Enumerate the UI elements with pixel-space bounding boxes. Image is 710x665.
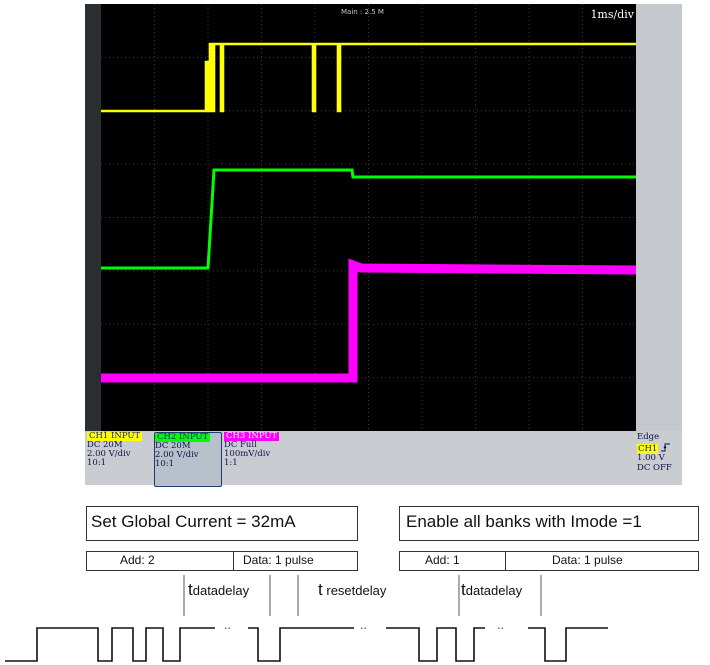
timing-waveform — [5, 627, 608, 662]
command-1-divider — [233, 551, 234, 570]
timing-label-datadelay-1: tdatadelay — [188, 580, 250, 599]
command-box-2 — [399, 506, 699, 541]
ch3-trace — [101, 258, 636, 383]
ellipsis-3: ·· — [497, 622, 504, 635]
acquisition-header: Main : 2.5 M — [341, 8, 384, 16]
ellipsis-2: ·· — [360, 622, 367, 635]
timing-label-resetdelay: t resetdelay — [318, 580, 387, 599]
command-2-data: Data: 1 pulse — [552, 553, 623, 567]
ch3-probe: 1:1 — [224, 458, 238, 468]
trigger-level: 1.00 V — [637, 453, 665, 463]
timing-label-datadelay-2: tdatadelay — [461, 580, 523, 599]
ch1-trace — [101, 42, 636, 113]
command-1-fields — [86, 551, 358, 571]
command-1-data: Data: 1 pulse — [243, 553, 314, 567]
trigger-coupling: DC OFF — [637, 462, 672, 473]
ellipsis-1: ·· — [224, 622, 231, 635]
timing-diagram: ·· ·· ·· — [5, 575, 608, 662]
left-marker-bar — [85, 4, 101, 431]
ch1-info[interactable]: CH1 INPUT DC 20M 2.00 V/div 10:1 — [87, 432, 153, 485]
rising-edge-icon — [661, 443, 671, 451]
trigger-mode: Edge — [637, 432, 660, 442]
ch2-info[interactable]: CH2 INPUT DC 20M 2.00 V/div 10:1 — [154, 432, 222, 487]
graticule-grid — [101, 4, 636, 431]
ch1-probe: 10:1 — [87, 458, 107, 468]
ch1-title: CH1 INPUT — [87, 431, 143, 441]
ch3-title: CH3 INPUT — [224, 431, 280, 441]
command-1-address: Add: 2 — [120, 553, 155, 567]
ch3-coupling: DC Full — [224, 440, 257, 450]
trigger-info[interactable]: Edge CH1 1.00 V DC OFF — [637, 432, 681, 473]
command-box-1 — [86, 506, 358, 541]
ch1-coupling: DC 20M — [87, 440, 123, 450]
oscilloscope-screenshot: T ⏚ ⏚ ⏚ Main : 2.5 M 1ms/div CH1 INPUT D… — [85, 4, 682, 487]
command-2-title: Enable all banks with Imode =1 — [406, 512, 642, 531]
command-1-title: Set Global Current = 32mA — [91, 512, 296, 531]
waveform-display: T ⏚ ⏚ ⏚ Main : 2.5 M 1ms/div — [101, 4, 636, 431]
timing-markers — [183, 575, 542, 616]
right-control-bar — [636, 4, 682, 431]
ch2-scale: 2.00 V/div — [155, 450, 199, 460]
ch1-scale: 2.00 V/div — [87, 449, 131, 459]
command-2-address: Add: 1 — [425, 553, 460, 567]
ch2-coupling: DC 20M — [155, 441, 191, 451]
ch3-info[interactable]: CH3 INPUT DC Full 100mV/div 1:1 — [224, 432, 290, 485]
ch2-title: CH2 INPUT — [155, 432, 211, 442]
timebase-label: 1ms/div — [590, 8, 634, 21]
ch3-scale: 100mV/div — [224, 449, 271, 459]
ch2-trace — [101, 168, 636, 270]
command-2-divider — [505, 551, 506, 570]
trigger-source: CH1 — [637, 443, 659, 454]
command-2-fields — [399, 551, 699, 571]
ch2-probe: 10:1 — [155, 459, 175, 469]
waveform-plot: T ⏚ ⏚ ⏚ — [101, 4, 636, 431]
